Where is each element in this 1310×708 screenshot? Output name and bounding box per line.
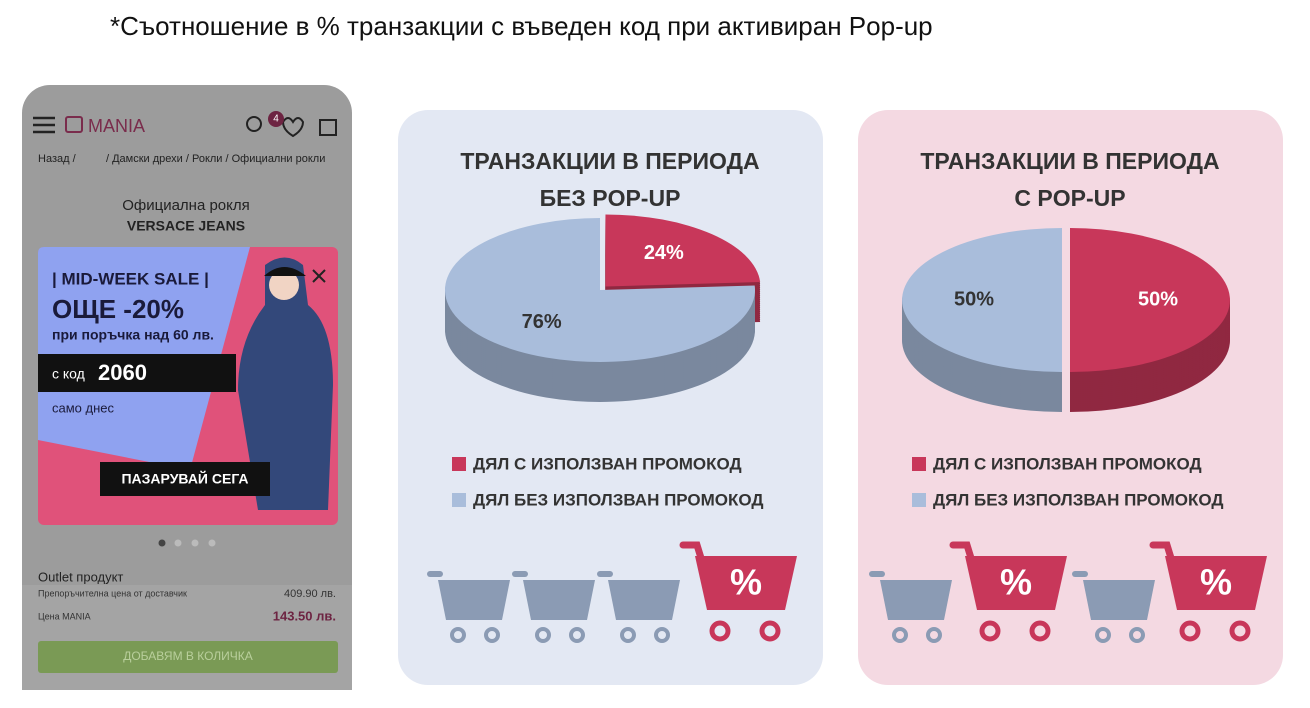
- pie-wedge: [1070, 228, 1230, 372]
- cart-wheel: [535, 627, 551, 643]
- heart-icon: [281, 117, 305, 138]
- search-icon: [246, 116, 262, 132]
- cart-sign: %: [730, 562, 762, 603]
- cart-wheel: [1229, 620, 1251, 642]
- outlet: Outlet продукт: [38, 569, 123, 584]
- price-panel: [22, 585, 352, 690]
- legend-swatch: [912, 493, 926, 507]
- cart-basket: [1083, 580, 1155, 620]
- logo: MANIA: [88, 116, 145, 136]
- value-label: 50%: [1138, 288, 1178, 310]
- price-label: Цена MANIA: [38, 611, 91, 621]
- cart-basket: [438, 580, 510, 620]
- banner-discount: ОЩЕ -20%: [52, 294, 184, 324]
- price: 143.50 лв.: [273, 608, 336, 623]
- cart-wheel: [979, 620, 1001, 642]
- cart-highlight: %: [679, 541, 797, 642]
- legend-swatch: [452, 493, 466, 507]
- chart-subtitle: С POP-UP: [1014, 185, 1125, 211]
- logo-icon: [65, 116, 83, 133]
- cart: [427, 571, 510, 643]
- legend-swatch: [452, 457, 466, 471]
- value-label: 50%: [954, 288, 994, 310]
- banner-button[interactable]: [100, 462, 270, 496]
- value-label: 24%: [644, 242, 684, 264]
- bag-icon: [319, 119, 337, 136]
- banner-button-label[interactable]: ПАЗАРУВАЙ СЕГА: [121, 470, 248, 487]
- add-button-label[interactable]: ДОБАВЯМ В КОЛИЧКА: [123, 649, 253, 663]
- cart-wheel: [892, 627, 908, 643]
- slide-title: *Съотношение в % транзакции с въведен ко…: [110, 11, 933, 41]
- cart: [1072, 571, 1155, 643]
- banner-condition: при поръчка над 60 лв.: [52, 327, 214, 343]
- cart-wheel: [654, 627, 670, 643]
- badge-count: 4: [273, 114, 279, 125]
- brand: VERSACE JEANS: [127, 218, 245, 234]
- cart-wheel: [620, 627, 636, 643]
- cart-wheel: [759, 620, 781, 642]
- menu-icon: [33, 116, 55, 134]
- cart-sign: %: [1000, 562, 1032, 603]
- banner-sale: | MID-WEEK SALE |: [52, 269, 209, 288]
- cart: [597, 571, 680, 643]
- cart: [512, 571, 595, 643]
- cart-wheel: [484, 627, 500, 643]
- cart-basket: [695, 556, 797, 610]
- close-icon[interactable]: [312, 269, 326, 283]
- product-type: Официална рокля: [122, 197, 250, 214]
- cart-wheel: [1129, 627, 1145, 643]
- cart-basket: [965, 556, 1067, 610]
- cart-handle: [949, 541, 975, 562]
- legend-label: ДЯЛ С ИЗПОЛЗВАН ПРОМОКОД: [473, 454, 742, 473]
- breadcrumb: / Дамски дрехи / Рокли / Официални рокли: [106, 153, 325, 165]
- chart-title: ТРАНЗАКЦИИ В ПЕРИОДА: [460, 148, 759, 174]
- rrp-label: Препоръчителна цена от доставчик: [38, 588, 187, 598]
- cart-wheel: [926, 627, 942, 643]
- cart-sign: %: [1200, 562, 1232, 603]
- code-label: с код: [52, 366, 85, 382]
- cart-basket: [880, 580, 952, 620]
- add-button[interactable]: [38, 641, 338, 673]
- cart-wheel: [1029, 620, 1051, 642]
- pie-wedge: [605, 214, 761, 287]
- cart-wheel: [1179, 620, 1201, 642]
- cart-basket: [523, 580, 595, 620]
- cart-handle: [1149, 541, 1175, 562]
- cart-handle: [679, 541, 705, 562]
- cart-wheel: [450, 627, 466, 643]
- cart-basket: [1165, 556, 1267, 610]
- cart-highlight: %: [1149, 541, 1267, 642]
- value-label: 76%: [522, 311, 562, 333]
- badge: [268, 111, 284, 127]
- chart-subtitle: БЕЗ POP-UP: [540, 185, 681, 211]
- code: 2060: [98, 360, 147, 385]
- breadcrumb-back: Назад /: [38, 153, 77, 165]
- legend-label: ДЯЛ С ИЗПОЛЗВАН ПРОМОКОД: [933, 454, 1202, 473]
- cart-wheel: [1095, 627, 1111, 643]
- model-cap: [264, 267, 306, 276]
- code-band: [38, 354, 236, 392]
- carousel-dots: [158, 539, 216, 547]
- model-face: [269, 270, 299, 300]
- cart: [869, 571, 952, 643]
- pie-wedge: [902, 228, 1062, 372]
- legend-label: ДЯЛ БЕЗ ИЗПОЛЗВАН ПРОМОКОД: [933, 490, 1224, 509]
- pie-wedge: [444, 218, 755, 362]
- phone: MANIA 4 Назад / / Дамски дрехи / Рокли /…: [22, 85, 352, 690]
- legend-label: ДЯЛ БЕЗ ИЗПОЛЗВАН ПРОМОКОД: [473, 490, 764, 509]
- legend-swatch: [912, 457, 926, 471]
- cart-highlight: %: [949, 541, 1067, 642]
- model-figure: [238, 257, 333, 510]
- cart-wheel: [569, 627, 585, 643]
- cart-wheel: [709, 620, 731, 642]
- chart-title: ТРАНЗАКЦИИ В ПЕРИОДА: [920, 148, 1219, 174]
- banner-note: само днес: [52, 400, 115, 415]
- cart-basket: [608, 580, 680, 620]
- rrp: 409.90 лв.: [284, 588, 336, 600]
